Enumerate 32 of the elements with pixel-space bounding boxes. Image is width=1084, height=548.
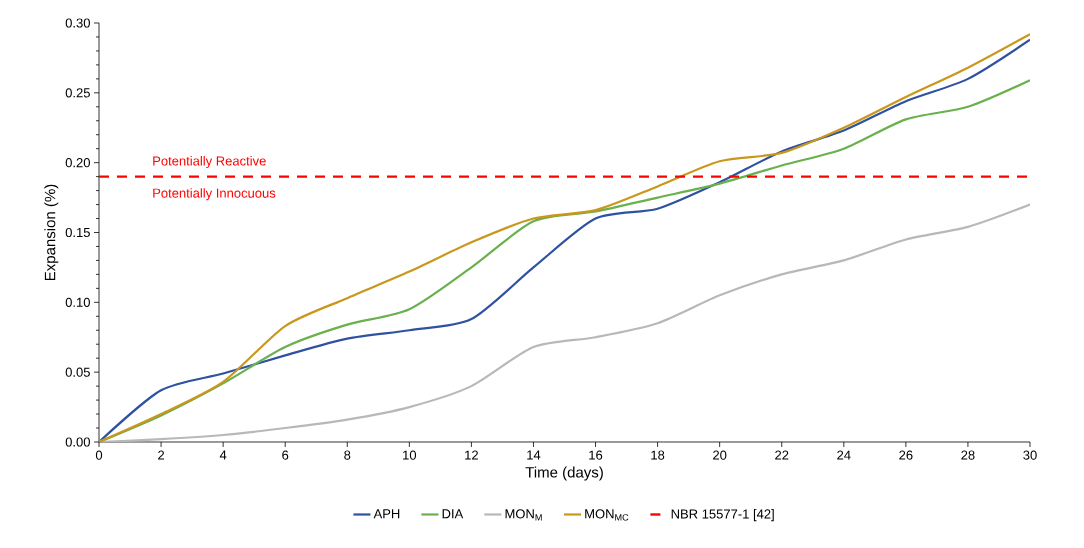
y-tick-label: 0.00 <box>65 437 90 447</box>
legend-label: APH <box>373 509 400 519</box>
x-tick-label: 10 <box>403 450 417 460</box>
y-tick-label: 0.20 <box>65 158 90 168</box>
x-tick-label: 20 <box>713 450 727 460</box>
y-axis-title: Expansion (%) <box>44 184 59 281</box>
x-tick-label: 4 <box>219 450 227 460</box>
y-tick-label: 0.10 <box>65 297 90 307</box>
y-tick-label: 0.30 <box>65 18 90 28</box>
x-tick-label: 22 <box>775 450 789 460</box>
annotation: Potentially Innocuous <box>153 188 276 201</box>
x-axis-title: Time (days) <box>525 466 603 481</box>
x-tick-label: 0 <box>95 450 103 460</box>
x-tick-label: 26 <box>899 450 913 460</box>
x-tick-label: 30 <box>1023 450 1037 460</box>
x-tick-label: 8 <box>344 450 351 460</box>
legend-label: MON$_{MC}$ <box>585 509 629 521</box>
annotation: Potentially Reactive <box>153 155 266 169</box>
legend-label: DIA <box>442 509 464 519</box>
x-tick-label: 12 <box>465 450 478 460</box>
x-tick-label: 14 <box>527 450 541 460</box>
x-tick-label: 16 <box>589 450 603 460</box>
legend-label: NBR 15577-1 [42] <box>671 509 774 522</box>
y-tick-label: 0.15 <box>65 227 90 238</box>
x-tick-label: 24 <box>837 450 851 460</box>
x-tick-label: 2 <box>158 450 165 460</box>
x-tick-label: 6 <box>282 450 289 460</box>
y-tick-label: 0.05 <box>65 367 90 377</box>
x-tick-label: 18 <box>651 450 665 460</box>
x-tick-label: 28 <box>961 450 975 460</box>
legend-label: MON$_{M}$ <box>505 509 542 521</box>
y-tick-label: 0.25 <box>65 88 90 98</box>
